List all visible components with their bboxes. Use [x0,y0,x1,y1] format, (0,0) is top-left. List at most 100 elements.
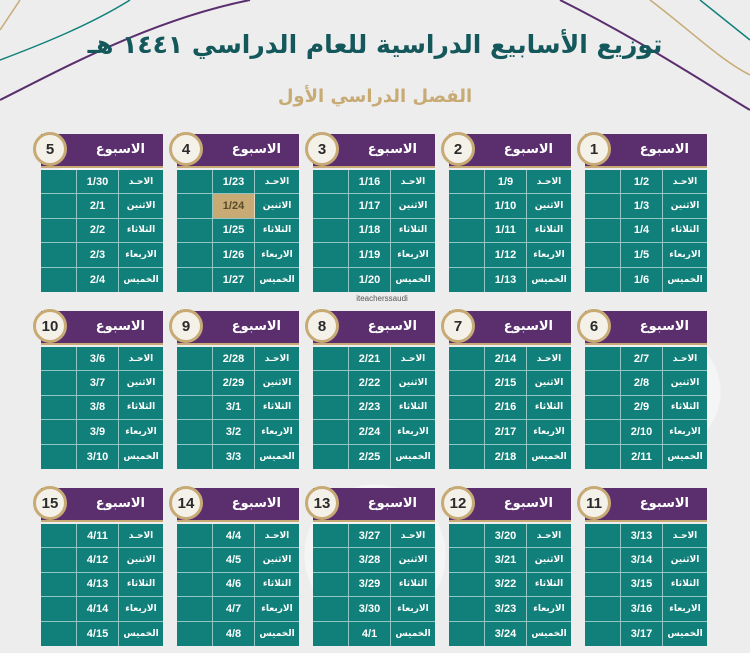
table-row: 3/16 الاربعاء [585,597,707,622]
week-table: 1/9 الاحـد 1/10 الاثنين 1/11 الثلاثاء 1/12 الار… [449,170,571,292]
table-row: 2/22 الاثنين [313,371,435,396]
empty-cell [585,218,621,243]
date-cell: 2/9 [621,395,663,420]
table-row: 2/14 الاحـد [449,347,571,372]
empty-cell [585,267,621,292]
empty-cell [449,194,485,218]
empty-cell [449,597,485,621]
date-cell: 1/4 [621,218,663,243]
day-name-cell: الاحـد [536,176,562,187]
day-name-cell: الاثنين [534,201,564,212]
week-card: الاسبوع 2/28 الاحـد 2/29 الاثنين 3/1 الثلاثاء 3… [169,309,299,469]
table-row: 3/20 الاحـد [449,524,571,549]
date-cell: 2/18 [485,444,527,469]
week-label: الاسبوع [231,319,281,334]
date-cell: 2/2 [77,218,119,243]
day-name-cell: الاثنين [262,201,292,212]
day-name-cell: الخميس [123,451,159,462]
week-label: الاسبوع [639,319,689,334]
table-row: 1/19 الاربعاء [313,243,435,268]
empty-cell [41,347,77,371]
table-row: 3/7 الاثنين [41,371,163,396]
table-row: 2/15 الاثنين [449,371,571,396]
week-label: الاسبوع [95,142,145,157]
date-cell: 2/7 [621,347,663,371]
week-table: 2/28 الاحـد 2/29 الاثنين 3/1 الثلاثاء 3/2 الارب… [177,347,299,469]
date-cell: 2/17 [485,420,527,444]
week-table: 1/23 الاحـد 1/24 الاثنين 1/25 الثلاثاء 1/26 الا… [177,170,299,292]
date-cell: 3/16 [621,597,663,621]
day-name-cell: الاحـد [400,176,426,187]
date-cell: 2/21 [349,347,391,371]
table-row: 2/16 الثلاثاء [449,395,571,421]
week-card: الاسبوع 4/11 الاحـد 4/12 الاثنين 4/13 الثلاثاء… [33,486,163,646]
date-cell: 1/3 [621,194,663,218]
day-name-cell: الاربعاء [261,426,293,437]
date-cell: 3/13 [621,524,663,548]
date-cell: 2/14 [485,347,527,371]
empty-cell [585,548,621,572]
empty-cell [449,243,485,267]
day-name-cell: الخميس [531,628,567,639]
day-name-cell: الخميس [667,451,703,462]
date-cell: 3/1 [213,395,255,420]
table-row: 1/12 الاربعاء [449,243,571,268]
day-name-cell: الاحـد [128,530,154,541]
table-row: 3/30 الاربعاء [313,597,435,622]
week-label: الاسبوع [639,496,689,511]
table-row: 2/3 الاربعاء [41,243,163,268]
table-row: 4/12 الاثنين [41,548,163,573]
week-label: الاسبوع [231,496,281,511]
table-row: 3/24 الخميس [449,621,571,646]
table-row: 4/1 الخميس [313,621,435,646]
week-table: 3/6 الاحـد 3/7 الاثنين 3/8 الثلاثاء 3/9 الاربعا… [41,347,163,469]
table-row: 1/10 الاثنين [449,194,571,219]
date-cell: 2/15 [485,371,527,395]
week-card: الاسبوع 3/27 الاحـد 3/28 الاثنين 3/29 الثلاثاء… [305,486,435,646]
empty-cell [177,218,213,243]
table-row: 4/8 الخميس [177,621,299,646]
table-row: 1/25 الثلاثاء [177,218,299,244]
day-name-cell: الخميس [667,274,703,285]
empty-cell [41,572,77,597]
table-row: 2/17 الاربعاء [449,420,571,445]
week-header: الاسبوع [313,488,435,522]
empty-cell [177,194,213,218]
empty-cell [313,524,349,548]
week-table: 2/21 الاحـد 2/22 الاثنين 2/23 الثلاثاء 2/24 الا… [313,347,435,469]
week-card: الاسبوع 2/21 الاحـد 2/22 الاثنين 2/23 الثلاثاء… [305,309,435,469]
day-name-cell: الثلاثاء [126,579,156,590]
table-row: 2/18 الخميس [449,444,571,469]
date-cell: 3/28 [349,548,391,572]
table-row: 4/6 الثلاثاء [177,572,299,598]
empty-cell [449,548,485,572]
empty-cell [585,347,621,371]
week-table: 2/7 الاحـد 2/8 الاثنين 2/9 الثلاثاء 2/10 الاربع… [585,347,707,469]
date-cell: 2/4 [77,267,119,292]
table-row: 1/5 الاربعاء [585,243,707,268]
table-row: 1/23 الاحـد [177,170,299,195]
table-row: 3/27 الاحـد [313,524,435,549]
table-row: 3/1 الثلاثاء [177,395,299,421]
week-number-badge: 10 [33,309,67,343]
table-row: 1/2 الاحـد [585,170,707,195]
table-row: 1/18 الثلاثاء [313,218,435,244]
empty-cell [41,395,77,420]
week-number-badge: 3 [305,132,339,166]
empty-cell [585,170,621,194]
date-cell: 3/24 [485,621,527,646]
date-cell: 1/26 [213,243,255,267]
empty-cell [313,444,349,469]
empty-cell [177,524,213,548]
table-row: 3/15 الثلاثاء [585,572,707,598]
week-number-badge: 4 [169,132,203,166]
empty-cell [177,420,213,444]
date-cell: 2/1 [77,194,119,218]
day-name-cell: الاربعاء [533,426,565,437]
day-name-cell: الاثنين [398,201,428,212]
empty-cell [177,572,213,597]
day-name-cell: الاثنين [670,201,700,212]
date-cell: 2/16 [485,395,527,420]
week-table: 1/16 الاحـد 1/17 الاثنين 1/18 الثلاثاء 1/19 الا… [313,170,435,292]
date-cell: 2/25 [349,444,391,469]
